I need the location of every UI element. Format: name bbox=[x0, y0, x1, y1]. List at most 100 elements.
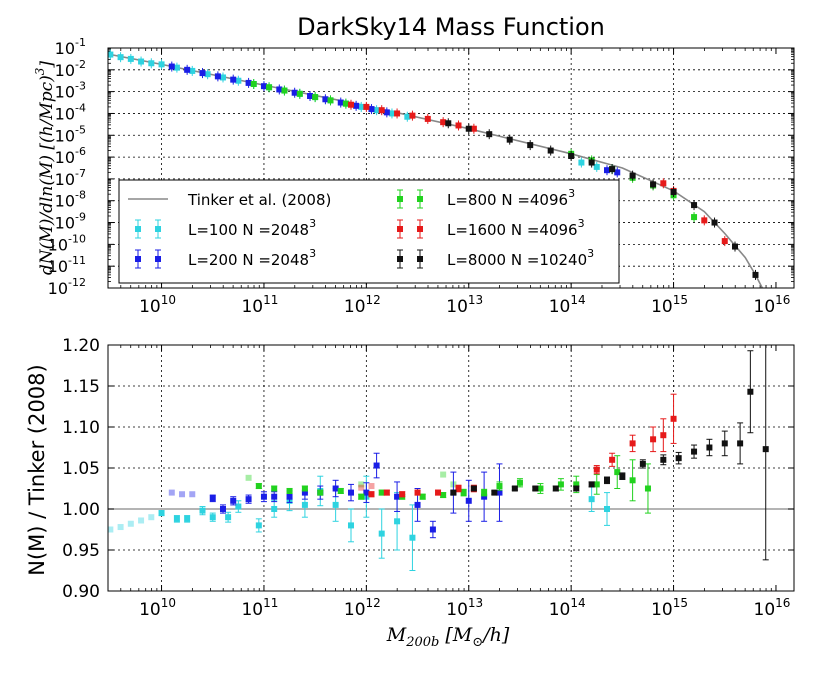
bottom-data-point bbox=[286, 487, 293, 494]
faded-data-point bbox=[127, 520, 134, 527]
top-data-point bbox=[189, 67, 196, 74]
legend-marker bbox=[155, 256, 161, 262]
top-data-point bbox=[117, 54, 124, 61]
top-y-axis-label: dN(M)/dln(M) [(h/Mpc)3] bbox=[33, 61, 57, 276]
top-x-tick-label: 1013 bbox=[446, 293, 483, 317]
bottom-data-point bbox=[496, 489, 503, 496]
chart-title: DarkSky14 Mass Function bbox=[297, 13, 605, 41]
top-data-point bbox=[440, 119, 447, 126]
top-data-point bbox=[711, 219, 718, 226]
faded-data-point bbox=[179, 491, 186, 498]
bottom-data-point bbox=[199, 507, 206, 514]
bottom-y-tick-label: 0.90 bbox=[62, 582, 100, 602]
top-y-tick-label: 10-5 bbox=[55, 123, 86, 145]
top-data-point bbox=[363, 103, 370, 110]
legend-label: L=1600 N =40963 bbox=[447, 217, 585, 239]
top-data-point bbox=[388, 110, 395, 117]
top-data-point bbox=[219, 74, 226, 81]
top-data-point bbox=[506, 136, 513, 143]
top-data-point bbox=[281, 87, 288, 94]
legend-marker bbox=[397, 256, 403, 262]
bottom-data-point bbox=[450, 489, 457, 496]
bottom-y-axis-label: N(M) / Tinker (2008) bbox=[25, 364, 49, 575]
top-data-point bbox=[353, 102, 360, 109]
top-y-tick-label: 10-4 bbox=[55, 101, 86, 123]
legend-marker bbox=[417, 196, 423, 202]
bottom-data-point bbox=[460, 489, 467, 496]
bottom-data-point bbox=[747, 388, 754, 395]
top-y-tick-label: 10-9 bbox=[55, 211, 86, 233]
bottom-data-point bbox=[721, 440, 728, 447]
top-data-point bbox=[337, 99, 344, 106]
bottom-plot-area bbox=[108, 345, 769, 571]
faded-data-point bbox=[168, 489, 175, 496]
bottom-data-point bbox=[260, 493, 267, 500]
bottom-data-point bbox=[347, 489, 354, 496]
bottom-data-point bbox=[481, 489, 488, 496]
top-y-tick-label: 10-12 bbox=[48, 276, 86, 298]
top-data-point bbox=[629, 172, 636, 179]
legend: Tinker et al. (2008) L=100 N =20483 L=200 … bbox=[118, 179, 620, 284]
bottom-y-tick-label: 1.05 bbox=[62, 459, 100, 479]
bottom-data-point bbox=[511, 485, 518, 492]
bottom-data-point bbox=[552, 485, 559, 492]
top-data-point bbox=[470, 125, 477, 132]
top-data-point bbox=[394, 110, 401, 117]
top-data-point bbox=[358, 103, 365, 110]
bottom-data-point bbox=[650, 436, 657, 443]
legend-label: L=800 N =40963 bbox=[447, 187, 575, 209]
bottom-data-point bbox=[286, 493, 293, 500]
top-x-tick-label: 1016 bbox=[754, 293, 791, 317]
bottom-y-tick-label: 1.20 bbox=[62, 336, 100, 356]
top-data-point bbox=[373, 107, 380, 114]
top-data-point bbox=[701, 217, 708, 224]
bottom-y-tick-label: 1.10 bbox=[62, 418, 100, 438]
bottom-y-tick-label: 0.95 bbox=[62, 541, 100, 561]
bottom-data-point bbox=[737, 440, 744, 447]
bottom-data-point bbox=[184, 515, 191, 522]
top-data-point bbox=[614, 169, 621, 176]
top-data-point bbox=[424, 115, 431, 122]
top-data-point bbox=[368, 106, 375, 113]
bottom-x-tick-label: 1015 bbox=[651, 596, 688, 620]
top-data-point bbox=[650, 181, 657, 188]
top-data-point bbox=[547, 147, 554, 154]
legend-marker bbox=[417, 256, 423, 262]
bottom-data-point bbox=[245, 496, 252, 503]
bottom-data-point bbox=[394, 493, 401, 500]
top-y-tick-label: 10-8 bbox=[55, 189, 86, 211]
bottom-data-point bbox=[399, 491, 406, 498]
top-data-point bbox=[327, 97, 334, 104]
bottom-data-point bbox=[588, 481, 595, 488]
bottom-data-point bbox=[363, 489, 370, 496]
faded-data-point bbox=[108, 526, 114, 533]
faded-data-point bbox=[358, 481, 365, 488]
bottom-data-point bbox=[230, 497, 237, 504]
top-data-point bbox=[670, 189, 677, 195]
bottom-data-point bbox=[419, 493, 426, 500]
legend-marker bbox=[417, 226, 423, 232]
bottom-data-point bbox=[332, 501, 339, 508]
bottom-data-point bbox=[301, 489, 308, 496]
bottom-data-point bbox=[271, 485, 278, 492]
top-data-point bbox=[486, 131, 493, 138]
top-data-point bbox=[276, 86, 283, 93]
top-data-point bbox=[138, 58, 145, 65]
faded-data-point bbox=[368, 483, 375, 490]
bottom-data-point bbox=[532, 485, 539, 492]
legend-marker bbox=[397, 196, 403, 202]
top-y-tick-label: 10-10 bbox=[48, 232, 86, 254]
top-data-point bbox=[691, 214, 698, 221]
bottom-data-point bbox=[414, 501, 421, 508]
bottom-data-point bbox=[670, 415, 677, 422]
bottom-data-point bbox=[219, 506, 226, 512]
bottom-x-tick-label: 1011 bbox=[241, 596, 278, 620]
faded-data-point bbox=[440, 471, 447, 478]
top-data-point bbox=[250, 81, 257, 87]
bottom-data-point bbox=[317, 489, 324, 496]
bottom-data-point bbox=[691, 448, 698, 455]
x-axis-label: M200b [M⊙/h] bbox=[386, 624, 510, 650]
bottom-data-point bbox=[660, 456, 667, 463]
top-data-point bbox=[378, 107, 385, 114]
bottom-data-point bbox=[706, 444, 713, 451]
